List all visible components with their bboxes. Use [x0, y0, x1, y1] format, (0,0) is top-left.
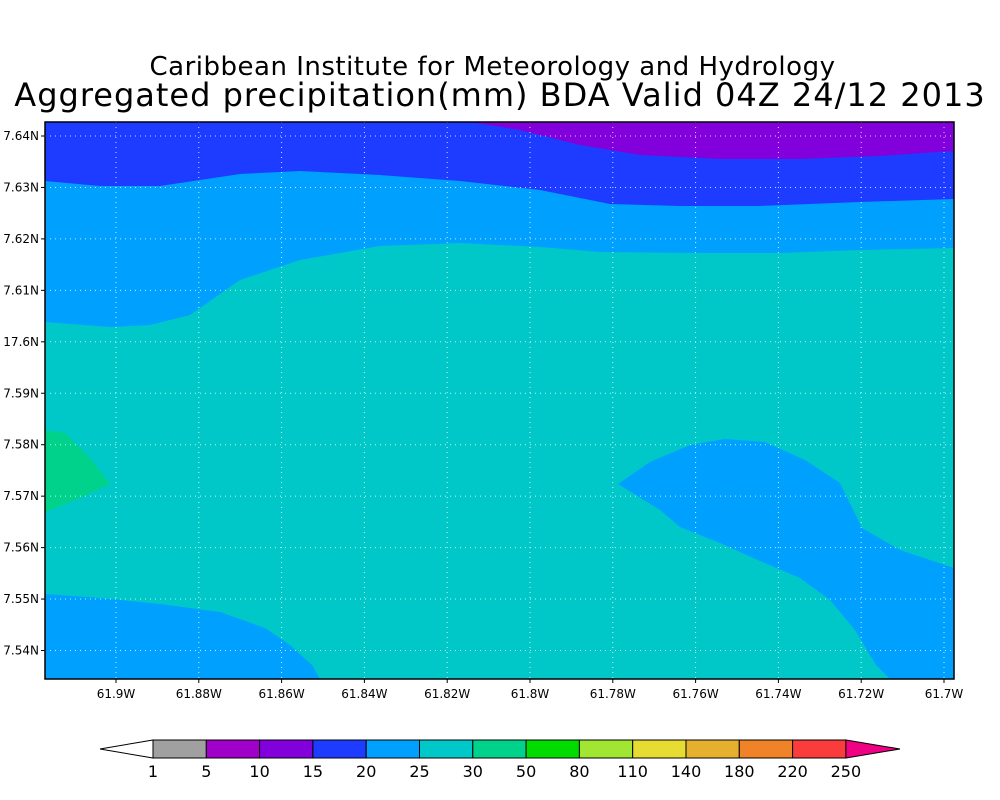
colorbar-label: 20 — [356, 762, 376, 781]
colorbar-segment — [99, 739, 154, 759]
colorbar-label: 180 — [724, 762, 755, 781]
contour-20-25-right — [618, 439, 954, 679]
colorbar-label: 25 — [409, 762, 429, 781]
colorbar-segment — [792, 739, 847, 759]
lon-tick-label: 61.78W — [590, 687, 636, 701]
chart-title: Caribbean Institute for Meteorology and … — [149, 52, 836, 82]
plot-frame — [44, 121, 955, 680]
colorbar-label: 10 — [249, 762, 269, 781]
lon-tick-label: 61.84W — [341, 687, 387, 701]
colorbar-label: 250 — [831, 762, 862, 781]
colorbar-segment — [525, 739, 580, 759]
colorbar: 1 5 10 15 20 25 30 50 80 110 140 180 220 250 — [99, 739, 901, 781]
lat-tick-label: 7.62N — [3, 232, 39, 246]
colorbar-label: 50 — [516, 762, 536, 781]
lat-tick-label: 7.55N — [3, 592, 39, 606]
colorbar-label: 5 — [201, 762, 211, 781]
lon-tick-label: 61.74W — [755, 687, 801, 701]
chart-subtitle: Aggregated precipitation(mm) BDA Valid 0… — [14, 76, 986, 114]
lon-tick-label: 61.9W — [97, 687, 136, 701]
contour-10-15 — [470, 122, 954, 159]
colorbar-label: 1 — [148, 762, 158, 781]
lon-tick-label: 61.86W — [258, 687, 304, 701]
lat-tick-label: 7.61N — [3, 283, 39, 297]
colorbar-label: 15 — [303, 762, 323, 781]
colorbar-segment — [259, 739, 314, 759]
colorbar-segment — [365, 739, 421, 759]
lon-tick-label: 61.76W — [672, 687, 718, 701]
lat-tick-label: 7.54N — [3, 644, 39, 658]
lon-tick-label: 61.82W — [424, 687, 470, 701]
colorbar-segment — [419, 739, 474, 759]
colorbar-segment — [685, 739, 740, 759]
lat-tick-label: 7.56N — [3, 541, 39, 555]
lon-tick-label: 61.8W — [511, 687, 550, 701]
lon-tick-label: 61.88W — [176, 687, 222, 701]
colorbar-segment — [632, 739, 687, 759]
longitude-axis: 61.9W 61.88W 61.86W 61.84W 61.82W 61.8W 61.78W… — [97, 679, 964, 701]
colorbar-segment — [472, 739, 527, 759]
contour-30-50-left — [45, 430, 110, 512]
lon-tick-label: 61.72W — [838, 687, 884, 701]
colorbar-segment — [738, 739, 794, 759]
lat-tick-label: 7.57N — [3, 489, 39, 503]
colorbar-segment — [845, 739, 901, 759]
lat-tick-label: 7.64N — [3, 129, 39, 143]
colorbar-label: 140 — [671, 762, 702, 781]
lon-tick-label: 61.7W — [925, 687, 964, 701]
colorbar-segment — [205, 739, 261, 759]
colorbar-label: 110 — [617, 762, 648, 781]
colorbar-label: 30 — [463, 762, 483, 781]
colorbar-segment — [152, 739, 207, 759]
lat-tick-label: 17.6N — [3, 335, 39, 349]
colorbar-label: 80 — [569, 762, 589, 781]
lat-tick-label: 7.58N — [3, 438, 39, 452]
latitude-axis: 7.64N 7.63N 7.62N 7.61N 17.6N 7.59N 7.58N 7.57N… — [3, 129, 45, 658]
colorbar-segment — [312, 739, 367, 759]
colorbar-segment — [578, 739, 634, 759]
lat-tick-label: 7.59N — [3, 386, 39, 400]
contour-20-25-bottom-left — [45, 594, 320, 679]
colorbar-label: 220 — [777, 762, 808, 781]
lat-tick-label: 7.63N — [3, 180, 39, 194]
